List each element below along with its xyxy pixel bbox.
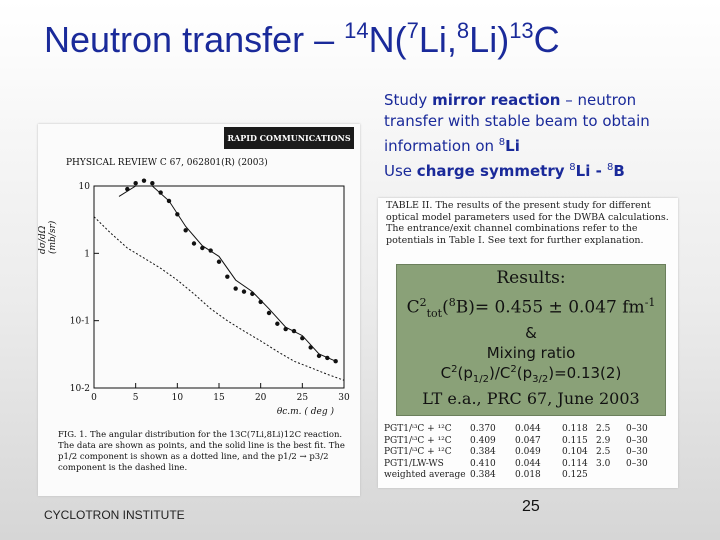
data-point [208, 248, 213, 253]
x-axis-label: θc.m. ( deg ) [277, 406, 335, 417]
x-tick-label: 30 [338, 393, 350, 403]
data-point [150, 181, 155, 186]
table-cell: 0.410 [470, 458, 496, 469]
angular-distribution-chart: 0 5 10 15 20 25 30 10 1 10-1 10-2 θc.m. ( deg ) [70, 178, 350, 417]
data-point [158, 190, 163, 195]
plot-frame [93, 185, 345, 389]
x-tick-label: 10 [172, 393, 184, 403]
table-cell: 0.104 [562, 447, 588, 457]
y-tick-label: 10 [79, 182, 91, 192]
footer-institute: CYCLOTRON INSTITUTE [44, 508, 185, 522]
data-point [183, 228, 188, 233]
table-cell: 0.384 [470, 470, 496, 480]
x-tick-label: 25 [297, 393, 309, 403]
data-point [175, 212, 180, 217]
data-point [275, 321, 280, 326]
x-tick-label: 20 [255, 393, 267, 403]
y-tick-label: 10-1 [70, 317, 90, 327]
y-tick-label: 1 [84, 249, 90, 259]
table-rows: PGT1/ⁱ³C + ¹²C 0.370 0.044 0.118 2.5 0–30 PGT1… [384, 424, 674, 482]
data-point [141, 178, 147, 183]
table-cell: PGT1/ⁱ³C + ¹²C [384, 447, 452, 457]
rapid-communications-band: RAPID COMMUNICATIONS [224, 127, 354, 149]
table-cell: 3.0 [596, 458, 611, 469]
table-cell: 0–30 [626, 458, 648, 469]
table-cell: 0.018 [515, 470, 541, 480]
table-cell: 0.044 [515, 424, 541, 434]
table-cell: 0.049 [515, 447, 541, 457]
data-point [166, 198, 172, 204]
table-cell: 2.9 [596, 435, 611, 446]
table-cell: weighted average [384, 470, 466, 480]
mixing-ratio-label: Mixing ratio [486, 344, 576, 363]
data-point [200, 245, 205, 251]
table-cell: 0.125 [562, 470, 588, 480]
table-cell [626, 470, 666, 482]
journal-citation: PHYSICAL REVIEW C 67, 062801(R) (2003) [66, 158, 268, 168]
y-tick-label: 10-2 [70, 384, 90, 394]
table-row: PGT1/ⁱ³C + ¹²C 0.370 0.044 0.118 2.5 0–30 [384, 424, 674, 436]
data-point [225, 274, 230, 279]
data-point [133, 181, 138, 186]
data-point [291, 328, 297, 334]
table-cell: PGT1/LW-WS [384, 458, 444, 469]
data-point [283, 326, 288, 332]
anc-result: C2tot(8B)= 0.455 ± 0.047 fm-1 [406, 296, 656, 321]
table-cell: 0.047 [515, 435, 541, 446]
table-row: PGT1/ⁱ³C + ¹²C 0.409 0.047 0.115 2.9 0–30 [384, 436, 674, 448]
table-caption: TABLE II. The results of the present stu… [386, 200, 669, 246]
table-row: PGT1/ⁱ³C + ¹²C 0.384 0.049 0.104 2.5 0–30 [384, 447, 674, 459]
data-point [325, 355, 330, 361]
data-point [125, 186, 130, 192]
data-point [308, 345, 313, 350]
table-cell: 0.044 [515, 458, 541, 469]
figure-caption: FIG. 1. The angular distribution for the… [58, 430, 345, 473]
data-point [333, 359, 338, 364]
reference: LT e.a., PRC 67, June 2003 [422, 389, 640, 409]
data-point [233, 286, 238, 291]
table-cell: 0–30 [626, 435, 648, 446]
paper-figure: RAPID COMMUNICATIONS PHYSICAL REVIEW C 6… [38, 124, 360, 496]
mixing-ratio-value: C2(p1/2)/C2(p3/2)=0.13(2) [440, 364, 622, 386]
slide-title: Neutron transfer – 14N(7Li,8Li)13C [44, 18, 560, 60]
data-point [316, 353, 322, 359]
results-ampersand: & [525, 324, 537, 343]
table-cell: 2.5 [596, 447, 611, 457]
x-tick-label: 0 [91, 393, 97, 403]
table-cell: 0.370 [470, 424, 496, 434]
table-cell: 0.384 [470, 447, 496, 457]
table-cell: 0.118 [562, 424, 588, 434]
study-text: Study mirror reaction – neutron transfer… [384, 91, 650, 180]
table-cell: 2.5 [596, 424, 611, 434]
table-cell: PGT1/ⁱ³C + ¹²C [384, 435, 452, 446]
results-box: Results: C2tot(8B)= 0.455 ± 0.047 fm-1 &… [396, 264, 666, 416]
data-point [258, 299, 263, 305]
table-cell: 0.409 [470, 435, 496, 446]
data-point [266, 310, 272, 316]
table-row: PGT1/LW-WS 0.410 0.044 0.114 3.0 0–30 [384, 459, 674, 471]
data-point [300, 335, 305, 341]
data-point [250, 291, 255, 297]
x-tick-label: 5 [133, 393, 139, 403]
table-cell: 0.114 [562, 458, 588, 469]
table-cell [596, 470, 626, 482]
table-cell: 0–30 [626, 424, 648, 434]
table-row: weighted average 0.384 0.018 0.125 [384, 470, 674, 482]
series-line-fit [118, 185, 336, 362]
data-point [216, 259, 222, 264]
data-point [191, 241, 197, 246]
data-point [241, 289, 247, 294]
table-cell: 0.115 [562, 435, 588, 446]
table-cell: PGT1/ⁱ³C + ¹²C [384, 424, 452, 434]
results-title: Results: [496, 268, 566, 288]
page-number: 25 [522, 498, 540, 515]
x-tick-label: 15 [213, 393, 225, 403]
table-cell: 0–30 [626, 447, 648, 457]
series-line-p12 [93, 216, 345, 381]
